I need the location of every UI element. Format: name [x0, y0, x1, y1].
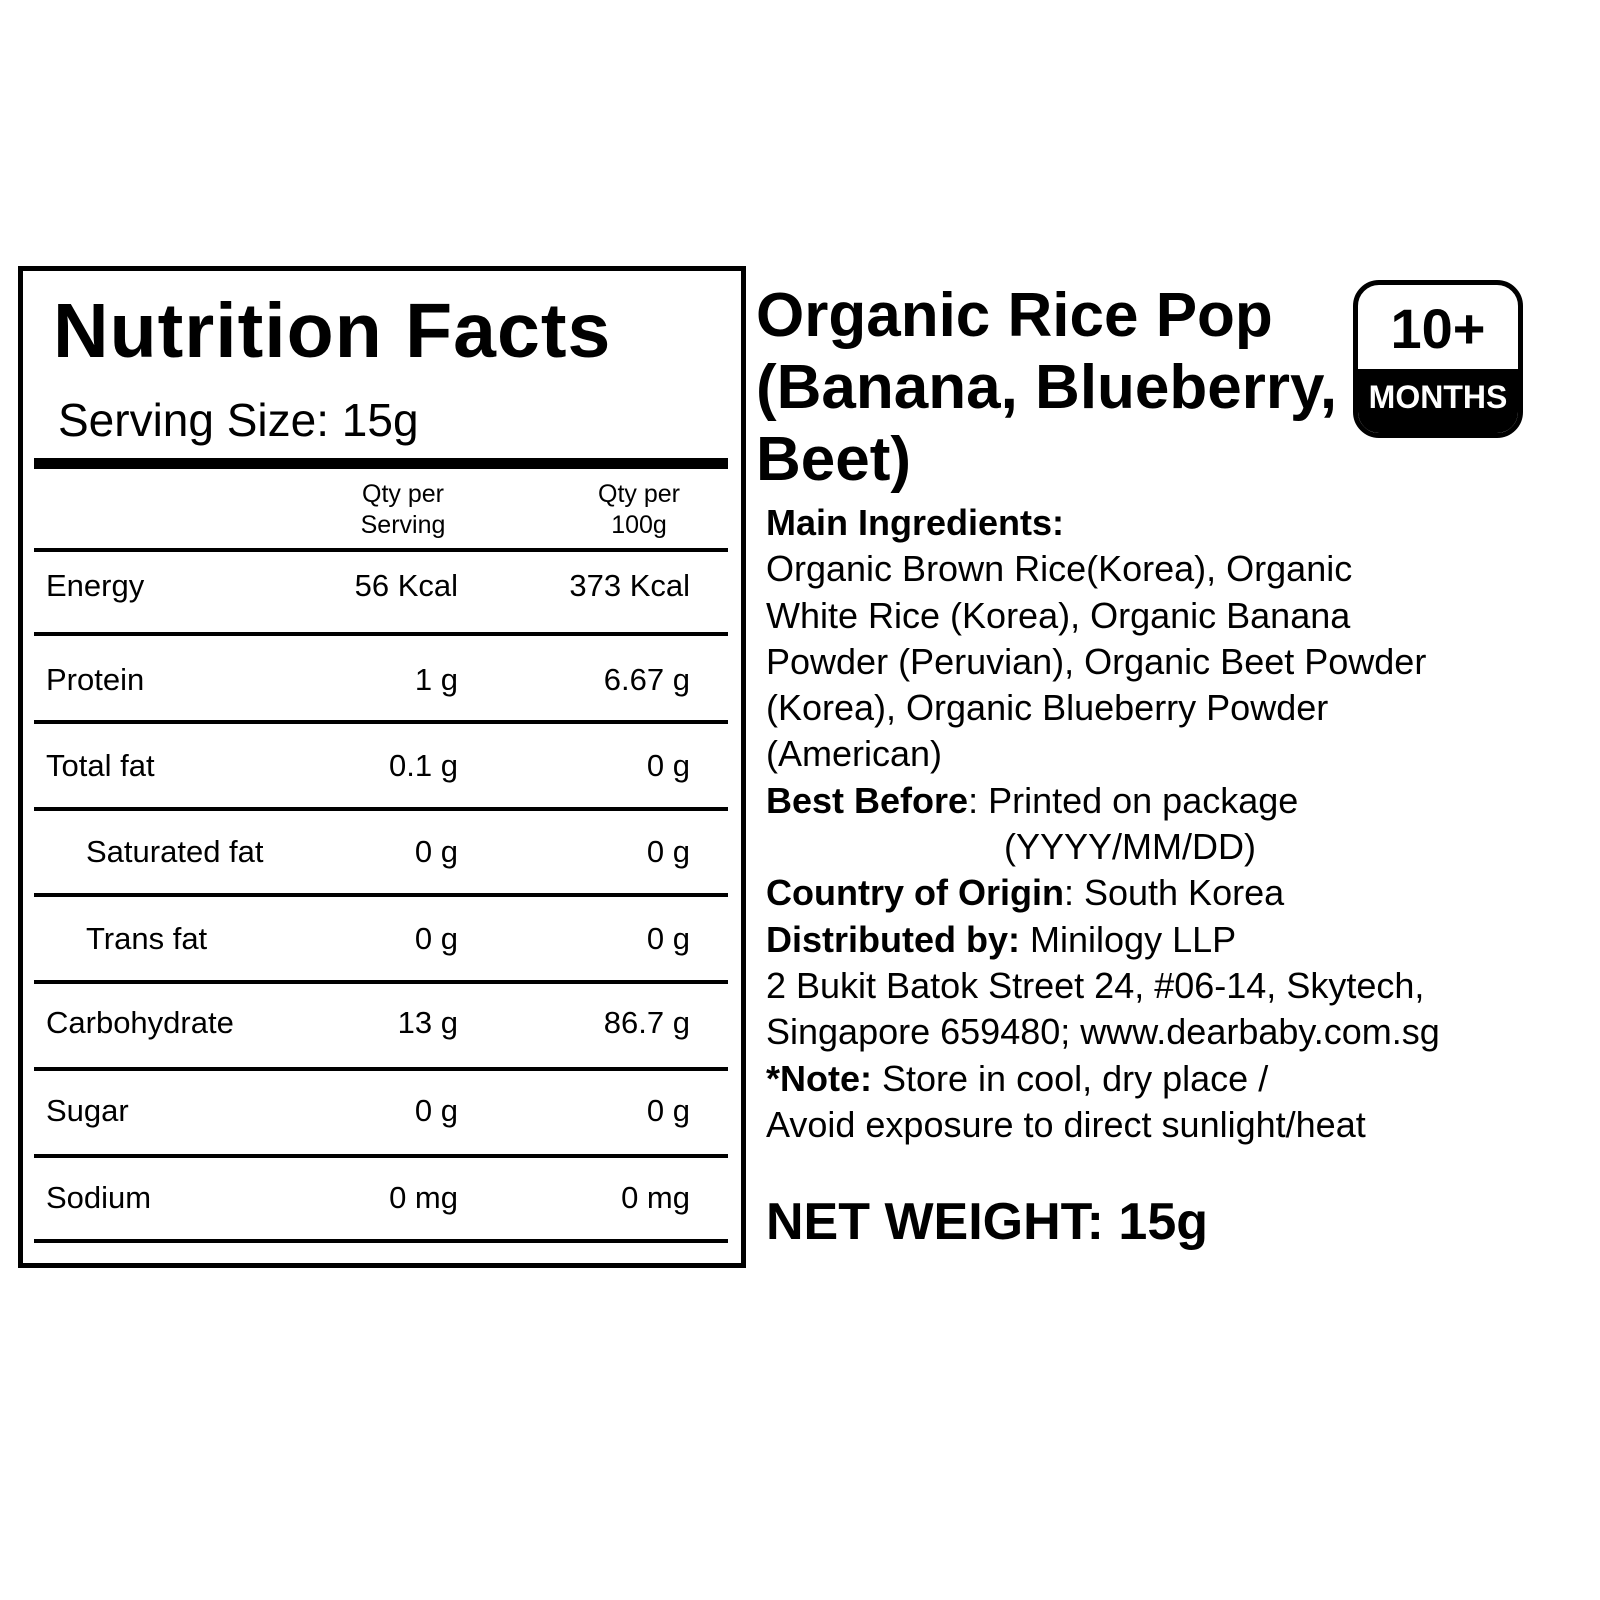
- age-badge: 10+ MONTHS: [1353, 280, 1523, 438]
- age-badge-number: 10+: [1390, 297, 1486, 360]
- serving-size: Serving Size: 15g: [58, 394, 419, 446]
- ingredients-line: (Korea), Organic Blueberry Powder: [766, 687, 1329, 729]
- row-divider: [34, 548, 728, 552]
- nutrition-facts-panel: Nutrition Facts Serving Size: 15g Qty pe…: [18, 266, 746, 1268]
- nutrient-row: Trans fat 0 g 0 g: [34, 919, 728, 959]
- per-serving-value: 13 g: [397, 1005, 458, 1040]
- nutrient-name: Carbohydrate: [46, 1005, 234, 1040]
- per-100g-value: 0 g: [646, 1093, 690, 1128]
- origin-label: Country of Origin: [766, 872, 1064, 914]
- nutrition-facts-title: Nutrition Facts: [53, 288, 612, 374]
- nutrient-row: Sugar 0 g 0 g: [34, 1091, 728, 1131]
- nutrient-name: Energy: [46, 568, 145, 603]
- ingredients-line: Organic Brown Rice(Korea), Organic: [766, 548, 1353, 590]
- column-header-per-100g: Qty per 100g: [559, 479, 719, 541]
- nutrient-name: Protein: [46, 662, 145, 697]
- row-divider: [34, 632, 728, 636]
- column-header-line: Qty per: [362, 480, 444, 508]
- row-divider: [34, 1067, 728, 1071]
- age-badge-unit: MONTHS: [1358, 369, 1518, 433]
- row-divider: [34, 893, 728, 897]
- per-serving-value: 0 g: [414, 1093, 458, 1128]
- best-before-value: : Printed on package: [968, 779, 1299, 821]
- row-divider: [34, 1239, 728, 1243]
- product-title-line: (Banana, Blueberry,: [756, 353, 1338, 422]
- address-line: 2 Bukit Batok Street 24, #06-14, Skytech…: [766, 964, 1425, 1006]
- per-100g-value: 6.67 g: [603, 662, 690, 697]
- product-title-line: Beet): [756, 425, 912, 494]
- per-100g-value: 373 Kcal: [569, 568, 690, 603]
- column-header-line: 100g: [611, 511, 667, 539]
- best-before-format: (YYYY/MM/DD): [1004, 826, 1256, 868]
- product-info: Main Ingredients: Organic Brown Rice(Kor…: [766, 500, 1586, 1148]
- product-title-line: Organic Rice Pop: [756, 281, 1273, 350]
- nutrient-name: Sugar: [46, 1093, 129, 1128]
- nutrient-row: Energy 56 Kcal 373 Kcal: [34, 566, 728, 606]
- per-serving-value: 56 Kcal: [354, 568, 458, 603]
- row-divider: [34, 807, 728, 811]
- nutrient-name: Saturated fat: [86, 834, 264, 869]
- column-header-line: Qty per: [598, 480, 680, 508]
- per-serving-value: 0 g: [414, 921, 458, 956]
- ingredients-line: (American): [766, 733, 943, 775]
- per-serving-value: 0.1 g: [389, 748, 458, 783]
- nutrient-row: Sodium 0 mg 0 mg: [34, 1178, 728, 1218]
- per-100g-value: 0 g: [646, 921, 690, 956]
- net-weight: NET WEIGHT: 15g: [766, 1193, 1209, 1251]
- nutrient-name: Sodium: [46, 1180, 152, 1215]
- address-line: Singapore 659480; www.dearbaby.com.sg: [766, 1011, 1440, 1053]
- nutrient-row: Carbohydrate 13 g 86.7 g: [34, 1003, 728, 1043]
- note-label: *Note:: [766, 1057, 872, 1099]
- origin-value: : South Korea: [1063, 872, 1285, 914]
- nutrient-row: Total fat 0.1 g 0 g: [34, 746, 728, 786]
- row-divider: [34, 1154, 728, 1158]
- nutrient-name: Trans fat: [86, 921, 208, 956]
- ingredients-line: Powder (Peruvian), Organic Beet Powder: [766, 640, 1427, 682]
- row-divider: [34, 980, 728, 984]
- thick-divider: [34, 458, 728, 469]
- distributed-label: Distributed by:: [766, 918, 1021, 960]
- main-ingredients-label: Main Ingredients:: [766, 502, 1065, 543]
- nutrient-row: Saturated fat 0 g 0 g: [34, 832, 728, 872]
- per-serving-value: 0 g: [414, 834, 458, 869]
- per-100g-value: 0 g: [646, 834, 690, 869]
- note-line: Avoid exposure to direct sunlight/heat: [766, 1103, 1366, 1145]
- product-title: Organic Rice Pop (Banana, Blueberry, Bee…: [756, 280, 1356, 496]
- distributed-value: Minilogy LLP: [1020, 918, 1237, 960]
- row-divider: [34, 720, 728, 724]
- best-before-label: Best Before: [766, 779, 969, 821]
- nutrient-row: Protein 1 g 6.67 g: [34, 660, 728, 700]
- note-value: Store in cool, dry place /: [872, 1057, 1269, 1099]
- per-100g-value: 0 mg: [621, 1180, 690, 1215]
- ingredients-line: White Rice (Korea), Organic Banana: [766, 594, 1351, 636]
- per-100g-value: 86.7 g: [603, 1005, 690, 1040]
- nutrient-name: Total fat: [46, 748, 155, 783]
- per-serving-value: 1 g: [414, 662, 458, 697]
- column-header-line: Serving: [360, 511, 446, 539]
- per-100g-value: 0 g: [646, 748, 690, 783]
- per-serving-value: 0 mg: [389, 1180, 458, 1215]
- column-header-per-serving: Qty per Serving: [323, 479, 483, 541]
